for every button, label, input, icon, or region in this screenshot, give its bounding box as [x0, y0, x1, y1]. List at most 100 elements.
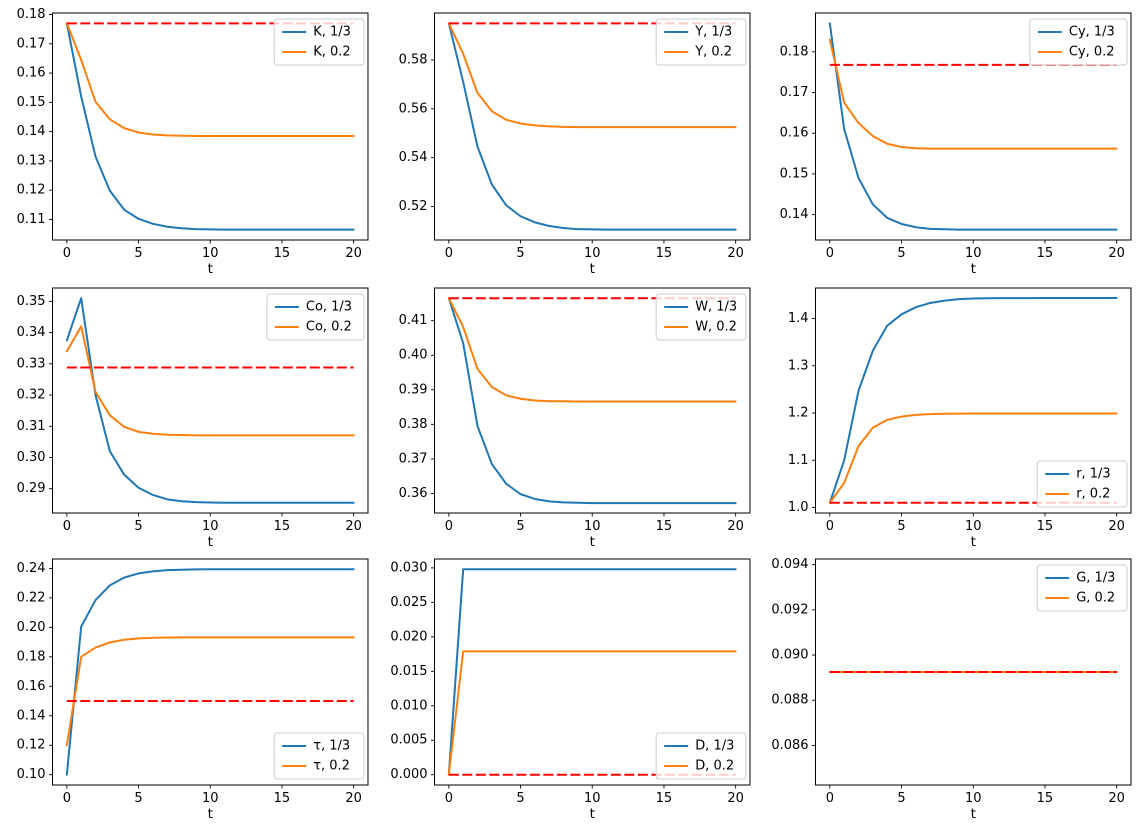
y-tick-label: 0.094 [772, 558, 809, 572]
x-tick-label: 15 [655, 791, 672, 806]
y-tick-label: 0.33 [17, 356, 46, 371]
y-tick-label: 0.015 [390, 664, 427, 679]
y-tick-label: 0.086 [772, 738, 809, 753]
y-tick-label: 0.56 [398, 101, 427, 116]
legend-label: K, 0.2 [313, 45, 350, 60]
x-tick-label: 15 [655, 246, 672, 261]
y-tick-label: 0.20 [17, 620, 46, 635]
legend: τ, 1/3 τ, 0.2 [273, 732, 365, 780]
y-tick-label: 0.14 [780, 207, 809, 222]
y-tick-label: 1.1 [788, 453, 809, 468]
y-tick-label: 0.54 [398, 150, 427, 165]
x-tick-label: 15 [274, 791, 291, 806]
series-line-one-third [65, 22, 355, 231]
legend-label: D, 1/3 [695, 738, 734, 753]
series-line-zero-point-two [65, 22, 355, 138]
y-tick-label: 0.14 [17, 708, 46, 723]
y-tick-label: 0.16 [780, 126, 809, 141]
series-line-zero-point-two [447, 297, 737, 403]
x-tick-label: 15 [1037, 519, 1054, 534]
legend-label: τ, 0.2 [313, 758, 350, 773]
series-line-one-third [829, 297, 1118, 504]
subplot-Co: 0.29 0.30 0.31 0.32 0.33 0.34 0.35 0 5 10 15 20 t Co,… [0, 279, 382, 558]
series-line-zero-point-two [447, 650, 737, 776]
x-tick-label: 5 [898, 519, 906, 534]
x-axis-label: t [208, 534, 213, 550]
y-tick-label: 0.15 [17, 95, 46, 110]
legend-label: Cy, 0.2 [1069, 45, 1115, 60]
y-tick-label: 0.35 [17, 294, 46, 309]
legend-label: Co, 0.2 [306, 320, 352, 335]
y-tick-label: 0.30 [17, 450, 46, 465]
y-axis-ticks: 0.086 0.088 0.090 0.092 0.094 [772, 557, 816, 753]
y-tick-label: 0.29 [17, 481, 46, 496]
axes-frame [433, 558, 751, 786]
x-axis-label: t [589, 806, 594, 822]
series-line-zero-point-two [829, 412, 1118, 504]
x-tick-label: 5 [516, 246, 524, 261]
x-tick-label: 0 [63, 246, 71, 261]
axes-frame [433, 287, 751, 514]
x-axis-label: t [589, 534, 594, 550]
x-tick-label: 5 [516, 791, 524, 806]
x-tick-label: 15 [274, 246, 291, 261]
x-tick-label: 10 [202, 246, 219, 261]
x-tick-label: 0 [826, 791, 834, 806]
subplot-W: 0.36 0.37 0.38 0.39 0.40 0.41 0 5 10 15 20 t W, 1/3 W… [382, 279, 764, 558]
x-tick-label: 5 [134, 246, 142, 261]
subplot-G: 0.086 0.088 0.090 0.092 0.094 0 5 10 15 20 t G, 1/3… [763, 557, 1145, 837]
y-tick-label: 0.11 [17, 212, 46, 227]
y-tick-label: 0.40 [398, 348, 427, 363]
x-tick-label: 5 [134, 791, 142, 806]
y-tick-label: 0.030 [390, 560, 427, 575]
y-tick-label: 0.32 [17, 388, 46, 403]
y-tick-label: 0.12 [17, 738, 46, 753]
legend-box [1037, 564, 1128, 612]
legend-box [1029, 18, 1128, 66]
legend: Co, 1/3 Co, 0.2 [266, 293, 365, 341]
series-line-one-third [447, 22, 737, 231]
y-tick-label: 0.34 [17, 325, 46, 340]
subplot-τ-canvas: 0.10 0.12 0.14 0.16 0.18 0.20 0.22 0.24 0 5 10 15 20… [17, 558, 369, 822]
y-tick-label: 0.39 [398, 382, 427, 397]
x-tick-label: 0 [444, 791, 452, 806]
x-tick-label: 5 [898, 246, 906, 261]
legend: G, 1/3 G, 0.2 [1037, 564, 1128, 612]
x-axis-ticks: 0 5 10 15 20 [63, 784, 362, 806]
x-axis-label: t [971, 534, 976, 550]
y-tick-label: 1.0 [788, 500, 809, 515]
x-tick-label: 10 [202, 791, 219, 806]
x-tick-label: 20 [345, 791, 362, 806]
legend-label: Cy, 1/3 [1069, 25, 1115, 40]
axes-frame [815, 12, 1132, 241]
y-tick-label: 0.17 [17, 36, 46, 51]
legend: K, 1/3 K, 0.2 [273, 18, 365, 66]
axes-frame [51, 287, 369, 514]
y-tick-label: 0.38 [398, 417, 427, 432]
y-tick-label: 0.24 [17, 561, 46, 576]
x-tick-label: 10 [584, 519, 601, 534]
series-line-zero-point-two [447, 22, 737, 129]
x-tick-label: 10 [202, 519, 219, 534]
subplot-r: 1.0 1.1 1.2 1.3 1.4 0 5 10 15 20 t r, 1/3 r, 0.2 [763, 279, 1145, 558]
y-tick-label: 0.025 [390, 595, 427, 610]
x-tick-label: 0 [63, 791, 71, 806]
y-tick-label: 0.58 [398, 52, 427, 67]
y-tick-label: 0.17 [780, 85, 809, 100]
y-tick-label: 0.14 [17, 124, 46, 139]
legend: r, 1/3 r, 0.2 [1037, 460, 1128, 508]
x-tick-label: 0 [826, 246, 834, 261]
series-line-one-third [447, 568, 737, 776]
x-axis-label: t [971, 806, 976, 822]
x-tick-label: 20 [1109, 246, 1126, 261]
y-axis-ticks: 0.11 0.12 0.13 0.14 0.15 0.16 0.17 0.18 [17, 7, 53, 227]
y-tick-label: 0.18 [780, 44, 809, 59]
legend-label: r, 0.2 [1077, 486, 1111, 501]
x-axis-ticks: 0 5 10 15 20 [63, 239, 362, 261]
x-tick-label: 20 [345, 246, 362, 261]
subplot-r-canvas: 1.0 1.1 1.2 1.3 1.4 0 5 10 15 20 t r, 1/3 r, 0.2 [788, 287, 1132, 550]
subplot-G-canvas: 0.086 0.088 0.090 0.092 0.094 0 5 10 15 20 t G, 1/3… [772, 557, 1132, 822]
legend: W, 1/3 W, 0.2 [655, 293, 747, 341]
